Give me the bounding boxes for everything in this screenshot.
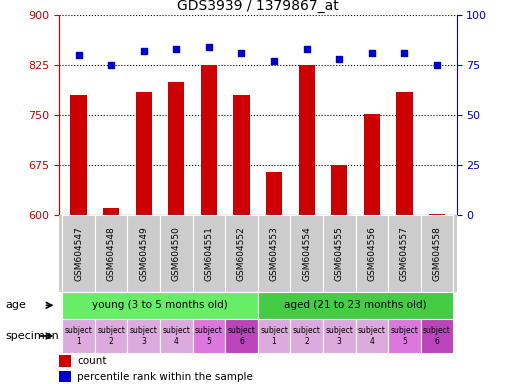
- Bar: [225, 215, 258, 292]
- Bar: [160, 319, 192, 353]
- Text: GSM604553: GSM604553: [269, 226, 279, 281]
- Point: [368, 50, 376, 56]
- Bar: [62, 319, 95, 353]
- Text: subject
3: subject 3: [325, 326, 353, 346]
- Text: GSM604548: GSM604548: [107, 226, 115, 281]
- Bar: [290, 215, 323, 292]
- Bar: [59, 371, 71, 382]
- Point: [74, 52, 83, 58]
- Point: [303, 46, 311, 52]
- Bar: [429, 214, 445, 215]
- Bar: [356, 215, 388, 292]
- Text: age: age: [5, 300, 26, 310]
- Text: GSM604552: GSM604552: [237, 226, 246, 281]
- Bar: [192, 215, 225, 292]
- Bar: [364, 114, 380, 215]
- Point: [140, 48, 148, 55]
- Bar: [103, 209, 120, 215]
- Text: young (3 to 5 months old): young (3 to 5 months old): [92, 300, 228, 310]
- Bar: [388, 319, 421, 353]
- Point: [107, 62, 115, 68]
- Bar: [266, 172, 282, 215]
- Text: count: count: [77, 356, 106, 366]
- Bar: [290, 319, 323, 353]
- Text: subject
3: subject 3: [130, 326, 157, 346]
- Text: subject
5: subject 5: [390, 326, 419, 346]
- Text: GSM604555: GSM604555: [335, 226, 344, 281]
- Point: [270, 58, 278, 65]
- Bar: [95, 215, 127, 292]
- Bar: [258, 215, 290, 292]
- Point: [400, 50, 408, 56]
- Text: GSM604547: GSM604547: [74, 226, 83, 281]
- Text: GSM604549: GSM604549: [139, 226, 148, 281]
- Text: subject
5: subject 5: [195, 326, 223, 346]
- Bar: [201, 65, 217, 215]
- Text: subject
6: subject 6: [228, 326, 255, 346]
- Bar: [396, 92, 412, 215]
- Text: subject
4: subject 4: [358, 326, 386, 346]
- Bar: [70, 95, 87, 215]
- Bar: [323, 215, 356, 292]
- Bar: [356, 319, 388, 353]
- Point: [335, 56, 343, 62]
- Bar: [135, 92, 152, 215]
- Bar: [233, 95, 250, 215]
- Bar: [421, 319, 453, 353]
- Point: [238, 50, 246, 56]
- Text: subject
6: subject 6: [423, 326, 451, 346]
- Bar: [127, 319, 160, 353]
- Text: GSM604558: GSM604558: [432, 226, 442, 281]
- Bar: [331, 165, 347, 215]
- Bar: [127, 215, 160, 292]
- Point: [172, 46, 181, 52]
- Bar: [62, 292, 258, 319]
- Title: GDS3939 / 1379867_at: GDS3939 / 1379867_at: [177, 0, 339, 13]
- Bar: [323, 319, 356, 353]
- Text: percentile rank within the sample: percentile rank within the sample: [77, 372, 253, 382]
- Text: GSM604557: GSM604557: [400, 226, 409, 281]
- Text: specimen: specimen: [5, 331, 59, 341]
- Bar: [421, 215, 453, 292]
- Text: GSM604554: GSM604554: [302, 226, 311, 281]
- Bar: [95, 319, 127, 353]
- Bar: [168, 82, 185, 215]
- Bar: [258, 292, 453, 319]
- Bar: [160, 215, 192, 292]
- Point: [433, 62, 441, 68]
- Bar: [299, 65, 315, 215]
- Bar: [388, 215, 421, 292]
- Text: subject
2: subject 2: [97, 326, 125, 346]
- Text: aged (21 to 23 months old): aged (21 to 23 months old): [284, 300, 427, 310]
- Bar: [192, 319, 225, 353]
- Text: GSM604551: GSM604551: [204, 226, 213, 281]
- Bar: [59, 356, 71, 367]
- Text: subject
2: subject 2: [293, 326, 321, 346]
- Text: subject
1: subject 1: [65, 326, 92, 346]
- Text: subject
4: subject 4: [163, 326, 190, 346]
- Point: [205, 44, 213, 50]
- Bar: [62, 215, 95, 292]
- Text: GSM604556: GSM604556: [367, 226, 377, 281]
- Bar: [258, 319, 290, 353]
- Text: subject
1: subject 1: [260, 326, 288, 346]
- Text: GSM604550: GSM604550: [172, 226, 181, 281]
- Bar: [225, 319, 258, 353]
